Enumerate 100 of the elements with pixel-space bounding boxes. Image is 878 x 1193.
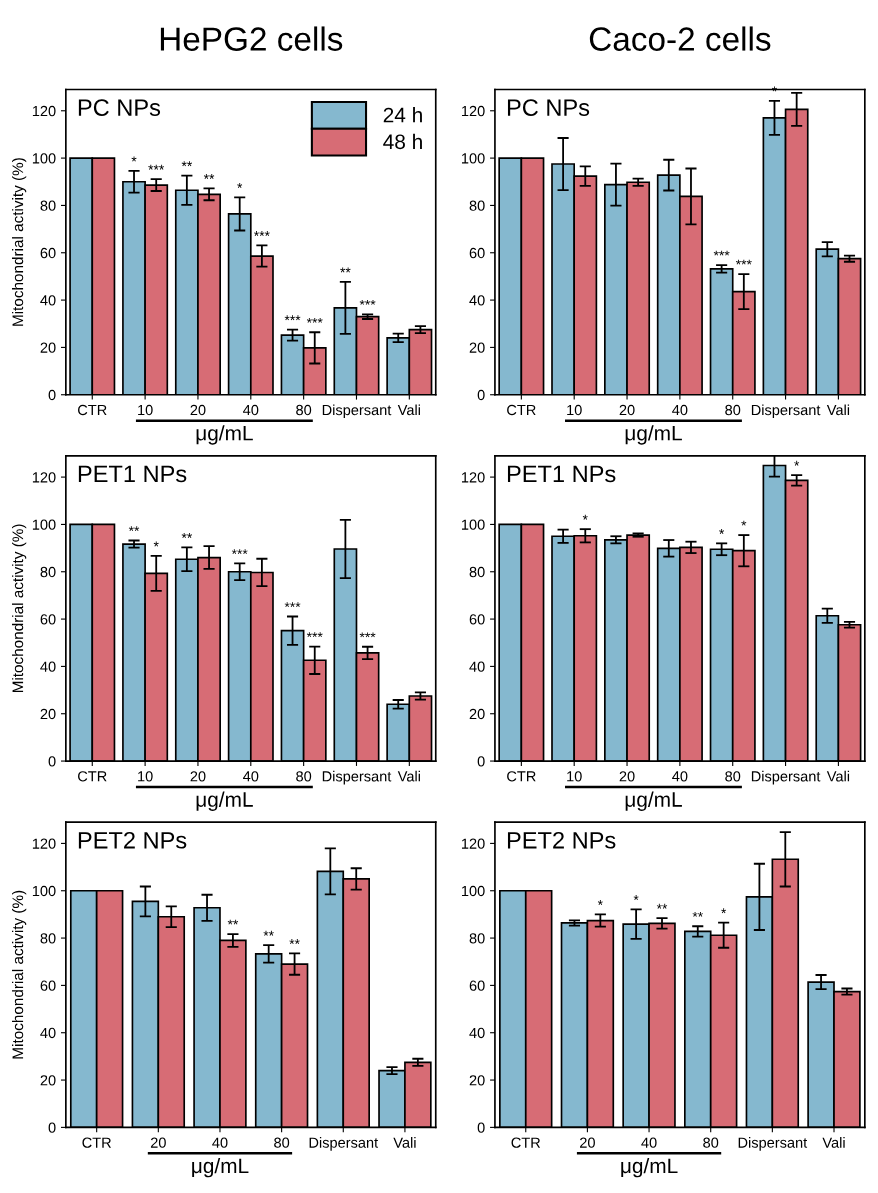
y-axis-title: Mitochondrial activity (%) (12, 524, 27, 693)
x-tick-label: CTR (78, 771, 107, 782)
y-tick-label: 40 (469, 661, 485, 672)
x-tick-label: 10 (138, 404, 153, 416)
x-tick-label: 20 (190, 404, 206, 416)
data-label: * (597, 900, 603, 905)
x-tick-label: 20 (580, 1137, 595, 1148)
annotation: PET1 NPs (507, 465, 616, 483)
data-label: *** (231, 549, 248, 555)
y-tick-label: 20 (40, 342, 56, 353)
y-tick-label: 60 (469, 614, 485, 625)
data-label: ** (227, 919, 239, 925)
x-axis-title: μg/mL (196, 425, 253, 445)
y-tick-label: 120 (461, 838, 485, 849)
y-tick-label: 120 (32, 838, 56, 849)
data-label: ** (656, 903, 668, 909)
data-label: * (741, 520, 747, 526)
x-tick-label: 40 (212, 1137, 228, 1148)
data-label: *** (735, 259, 752, 265)
x-tick-label: 40 (672, 771, 688, 782)
y-tick-label: 80 (469, 566, 485, 578)
x-tick-label: 20 (619, 404, 635, 416)
y-tick-label: 60 (469, 247, 485, 259)
data-label: *** (148, 164, 165, 170)
legend-label: 24 h (383, 107, 422, 123)
data-label: ** (263, 930, 274, 936)
x-tick-label: Dispersant (309, 1137, 379, 1151)
x-axis-title: μg/mL (196, 791, 253, 812)
y-tick-label: 60 (40, 614, 56, 625)
y-tick-label: 100 (32, 519, 56, 530)
data-label: *** (254, 231, 270, 236)
y-tick-label: 40 (40, 1027, 56, 1039)
y-tick-label: 0 (477, 756, 485, 767)
data-label: ** (203, 174, 215, 179)
x-tick-label: 40 (641, 1137, 657, 1148)
data-label: ** (128, 526, 140, 532)
y-tick-label: 20 (469, 708, 485, 720)
x-axis-title: μg/mL (625, 791, 682, 812)
y-tick-label: 120 (32, 105, 56, 117)
y-tick-label: 80 (40, 566, 56, 578)
x-tick-label: Vali (397, 404, 420, 416)
x-tick-label: 80 (725, 404, 741, 416)
y-axis-title: Mitochondrial activity (%) (12, 158, 27, 326)
x-tick-label: Dispersant (751, 770, 821, 785)
data-label: ** (289, 939, 300, 944)
y-tick-label: 80 (469, 933, 485, 944)
chart-title: Caco-2 cells (589, 26, 771, 51)
x-tick-label: 80 (296, 404, 312, 416)
data-label: *** (284, 315, 301, 321)
x-tick-label: Dispersant (751, 404, 821, 419)
y-tick-label: 120 (32, 472, 56, 483)
x-tick-label: 40 (243, 404, 259, 416)
y-tick-label: 20 (469, 342, 485, 353)
x-tick-label: Dispersant (322, 404, 392, 419)
x-tick-label: CTR (511, 1137, 541, 1148)
data-label: *** (306, 317, 323, 323)
y-tick-label: 60 (40, 980, 56, 991)
y-tick-label: 120 (461, 105, 485, 117)
y-tick-label: 120 (461, 472, 485, 483)
y-tick-label: 40 (469, 295, 485, 306)
data-label: * (153, 541, 159, 547)
x-tick-label: Vali (393, 1137, 416, 1148)
x-tick-label: CTR (82, 1137, 111, 1148)
x-tick-label: Dispersant (322, 770, 392, 785)
x-tick-label: 10 (138, 771, 153, 782)
data-label: * (131, 156, 137, 162)
data-label: *** (359, 299, 376, 305)
data-label: * (719, 529, 725, 534)
data-label: * (237, 183, 243, 188)
y-tick-label: 0 (48, 1122, 56, 1133)
x-tick-label: 40 (672, 404, 688, 416)
annotation: PC NPs (78, 99, 161, 116)
x-axis-title: μg/mL (625, 425, 682, 445)
x-tick-label: 10 (567, 771, 582, 782)
data-label: *** (713, 250, 730, 256)
x-tick-label: 20 (190, 771, 206, 782)
y-tick-label: 100 (461, 885, 485, 897)
data-label: ** (181, 161, 193, 167)
x-tick-label: 80 (274, 1137, 290, 1148)
y-tick-label: 0 (48, 756, 56, 767)
x-tick-label: 80 (296, 771, 312, 782)
x-tick-label: 80 (703, 1137, 719, 1148)
y-tick-label: 80 (40, 200, 56, 211)
x-tick-label: Vali (397, 770, 420, 782)
data-label: * (582, 514, 588, 520)
data-label: *** (306, 632, 323, 638)
data-label: * (721, 908, 727, 914)
x-axis-title: μg/mL (621, 1157, 678, 1178)
annotation: PC NPs (507, 99, 590, 116)
x-tick-label: Vali (826, 770, 850, 782)
x-tick-label: 20 (619, 771, 635, 782)
data-label: *** (359, 632, 376, 638)
x-tick-label: CTR (507, 404, 536, 416)
x-tick-label: CTR (78, 404, 107, 416)
x-tick-label: Dispersant (738, 1137, 808, 1151)
y-tick-label: 100 (32, 885, 56, 897)
y-tick-label: 60 (40, 247, 56, 259)
legend-label: 48 h (383, 133, 422, 150)
x-tick-label: 10 (567, 404, 582, 416)
y-tick-label: 100 (461, 519, 485, 530)
